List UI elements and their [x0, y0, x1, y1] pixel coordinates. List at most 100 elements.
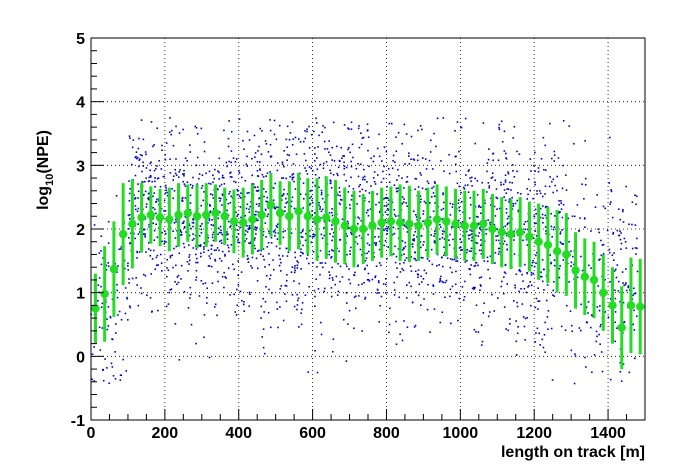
scatter-point [425, 249, 427, 251]
scatter-point [456, 182, 459, 185]
scatter-point [275, 138, 278, 141]
scatter-point [228, 120, 230, 122]
scatter-point [373, 171, 376, 173]
scatter-point [227, 145, 230, 148]
scatter-point [280, 285, 283, 287]
scatter-point [623, 284, 625, 287]
scatter-point [100, 235, 103, 238]
scatter-point [246, 130, 249, 133]
scatter-point [305, 170, 308, 172]
scatter-point [451, 258, 454, 261]
scatter-point [614, 321, 616, 324]
scatter-point [390, 122, 393, 125]
scatter-point [285, 202, 287, 204]
scatter-point [331, 350, 334, 353]
scatter-point [388, 173, 391, 176]
scatter-point [268, 252, 270, 255]
scatter-point [182, 164, 185, 166]
scatter-point [229, 225, 232, 227]
scatter-point [310, 133, 313, 136]
scatter-point [237, 274, 239, 277]
scatter-point [517, 326, 519, 328]
profile-point [608, 301, 617, 310]
scatter-point [570, 324, 573, 327]
scatter-point [255, 190, 258, 192]
scatter-point [186, 181, 189, 184]
scatter-point [408, 163, 411, 165]
scatter-point [402, 219, 405, 221]
scatter-point [256, 280, 259, 282]
scatter-point [100, 306, 103, 309]
scatter-point [306, 130, 308, 133]
scatter-point [212, 239, 215, 242]
scatter-point [135, 277, 137, 279]
scatter-point [142, 233, 145, 236]
scatter-point [206, 296, 208, 299]
scatter-point [286, 146, 289, 148]
scatter-point [393, 208, 395, 211]
scatter-point [427, 182, 430, 185]
scatter-point [128, 228, 130, 230]
scatter-point [148, 226, 151, 228]
scatter-point [526, 228, 529, 231]
scatter-point [151, 311, 153, 313]
scatter-point [507, 188, 510, 191]
scatter-point [345, 302, 348, 304]
scatter-point [556, 175, 559, 178]
scatter-point [281, 161, 284, 164]
scatter-point [473, 288, 475, 290]
scatter-point [277, 232, 280, 234]
scatter-point [441, 230, 444, 232]
scatter-point [260, 317, 262, 319]
scatter-point [449, 288, 452, 291]
scatter-point [611, 216, 614, 219]
scatter-point [268, 288, 270, 291]
scatter-point [178, 252, 181, 255]
scatter-point [188, 244, 190, 246]
scatter-point [521, 303, 524, 305]
profile-point [155, 213, 165, 222]
scatter-point [420, 304, 422, 306]
scatter-point [228, 160, 230, 163]
scatter-point [574, 355, 577, 357]
scatter-point [479, 244, 482, 247]
scatter-point [498, 250, 501, 253]
scatter-point [329, 233, 331, 235]
scatter-point [620, 248, 622, 250]
scatter-point [627, 285, 630, 287]
scatter-point [285, 300, 288, 303]
scatter-point [541, 280, 544, 283]
scatter-point [155, 167, 157, 170]
scatter-point [150, 161, 152, 164]
scatter-point [276, 226, 279, 228]
scatter-point [261, 336, 264, 338]
scatter-point [172, 197, 175, 200]
scatter-point [422, 220, 424, 223]
scatter-point [485, 191, 488, 193]
scatter-point [175, 245, 178, 248]
scatter-point [134, 197, 137, 199]
profile-point [635, 302, 645, 311]
scatter-point [100, 263, 103, 266]
scatter-point [372, 160, 375, 163]
scatter-point [345, 292, 348, 294]
scatter-point [129, 242, 131, 245]
scatter-point [225, 277, 227, 279]
scatter-point [560, 208, 563, 210]
scatter-point [573, 142, 575, 145]
scatter-point [634, 247, 637, 249]
scatter-point [487, 219, 489, 221]
scatter-point [215, 249, 217, 251]
scatter-point [196, 261, 199, 264]
scatter-point [153, 144, 155, 146]
scatter-point [395, 320, 397, 323]
scatter-point [423, 240, 425, 243]
scatter-point [466, 184, 469, 186]
scatter-point [154, 208, 156, 211]
scatter-point [207, 265, 210, 267]
scatter-point [343, 167, 346, 170]
scatter-point [508, 322, 511, 325]
scatter-point [387, 167, 390, 170]
scatter-point [306, 128, 308, 130]
scatter-point [219, 200, 221, 202]
